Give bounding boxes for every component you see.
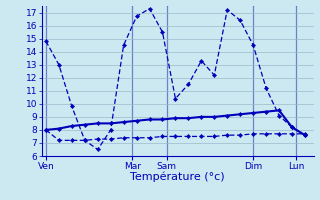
X-axis label: Température (°c): Température (°c) bbox=[130, 172, 225, 182]
